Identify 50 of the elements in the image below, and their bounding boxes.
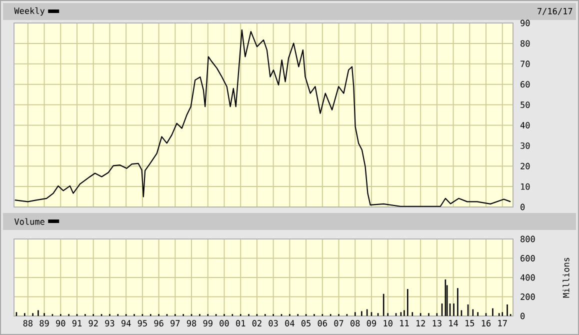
x-tick-label: 10 — [384, 320, 392, 326]
x-tick-label: 93 — [105, 320, 114, 326]
x-tick-label: 05 — [301, 320, 310, 326]
x-tick-label: 16 — [482, 320, 491, 326]
x-tick-label: 03 — [268, 320, 278, 326]
x-tick-label: 17 — [498, 320, 507, 326]
x-tick-label: 91 — [72, 320, 82, 326]
x-tick-label: 06 — [318, 320, 327, 326]
y-tick-label: 800 — [520, 236, 535, 242]
y-tick-label: 40 — [520, 122, 530, 128]
y-tick-label: 0 — [520, 204, 525, 210]
y-tick-label: 50 — [520, 102, 530, 108]
x-tick-label: 14 — [449, 320, 458, 326]
y-tick-label: 60 — [520, 81, 530, 88]
y-tick-label: 80 — [520, 40, 530, 47]
x-tick-label: 90 — [56, 320, 66, 326]
y-axis-title: Millions — [562, 258, 570, 298]
x-tick-label: 92 — [88, 320, 98, 326]
legend-label: Weekly — [14, 7, 45, 16]
x-tick-label: 96 — [154, 320, 164, 326]
line-series — [14, 29, 512, 207]
x-tick-label: 01 — [236, 320, 246, 326]
x-tick-label: 08 — [350, 320, 360, 326]
y-tick-label: 20 — [520, 162, 530, 170]
text: 7/16/17 — [538, 8, 572, 16]
legend-label: Volume — [14, 218, 44, 225]
y-tick-label: 10 — [521, 183, 530, 190]
x-tick-label: 95 — [138, 320, 147, 326]
y-tick-label: 30 — [520, 142, 530, 149]
x-tick-label: 02 — [252, 320, 262, 326]
y-tick-label: 200 — [520, 294, 535, 300]
x-tick-label: 89 — [40, 320, 49, 326]
x-tick-label: 04 — [285, 320, 294, 326]
x-tick-label: 98 — [186, 320, 196, 326]
x-tick-label: 07 — [334, 320, 344, 326]
x-tick-label: 00 — [220, 320, 229, 326]
y-tick-label: 600 — [520, 255, 535, 262]
x-tick-label: 88 — [23, 320, 32, 326]
x-tick-label: 94 — [121, 320, 131, 326]
x-tick-label: 09 — [366, 320, 376, 326]
x-tick-label: 97 — [170, 320, 180, 326]
x-tick-label: 12 — [416, 320, 425, 326]
y-tick-label: 400 — [520, 274, 535, 281]
y-tick-label: 70 — [520, 60, 530, 68]
x-tick-label: 99 — [203, 320, 212, 326]
y-tick-label: 90 — [520, 20, 530, 26]
y-tick-label: 0 — [520, 312, 525, 320]
x-tick-label: 13 — [432, 320, 442, 326]
x-tick-label: 11 — [400, 320, 409, 326]
x-tick-label: 15 — [466, 320, 474, 326]
